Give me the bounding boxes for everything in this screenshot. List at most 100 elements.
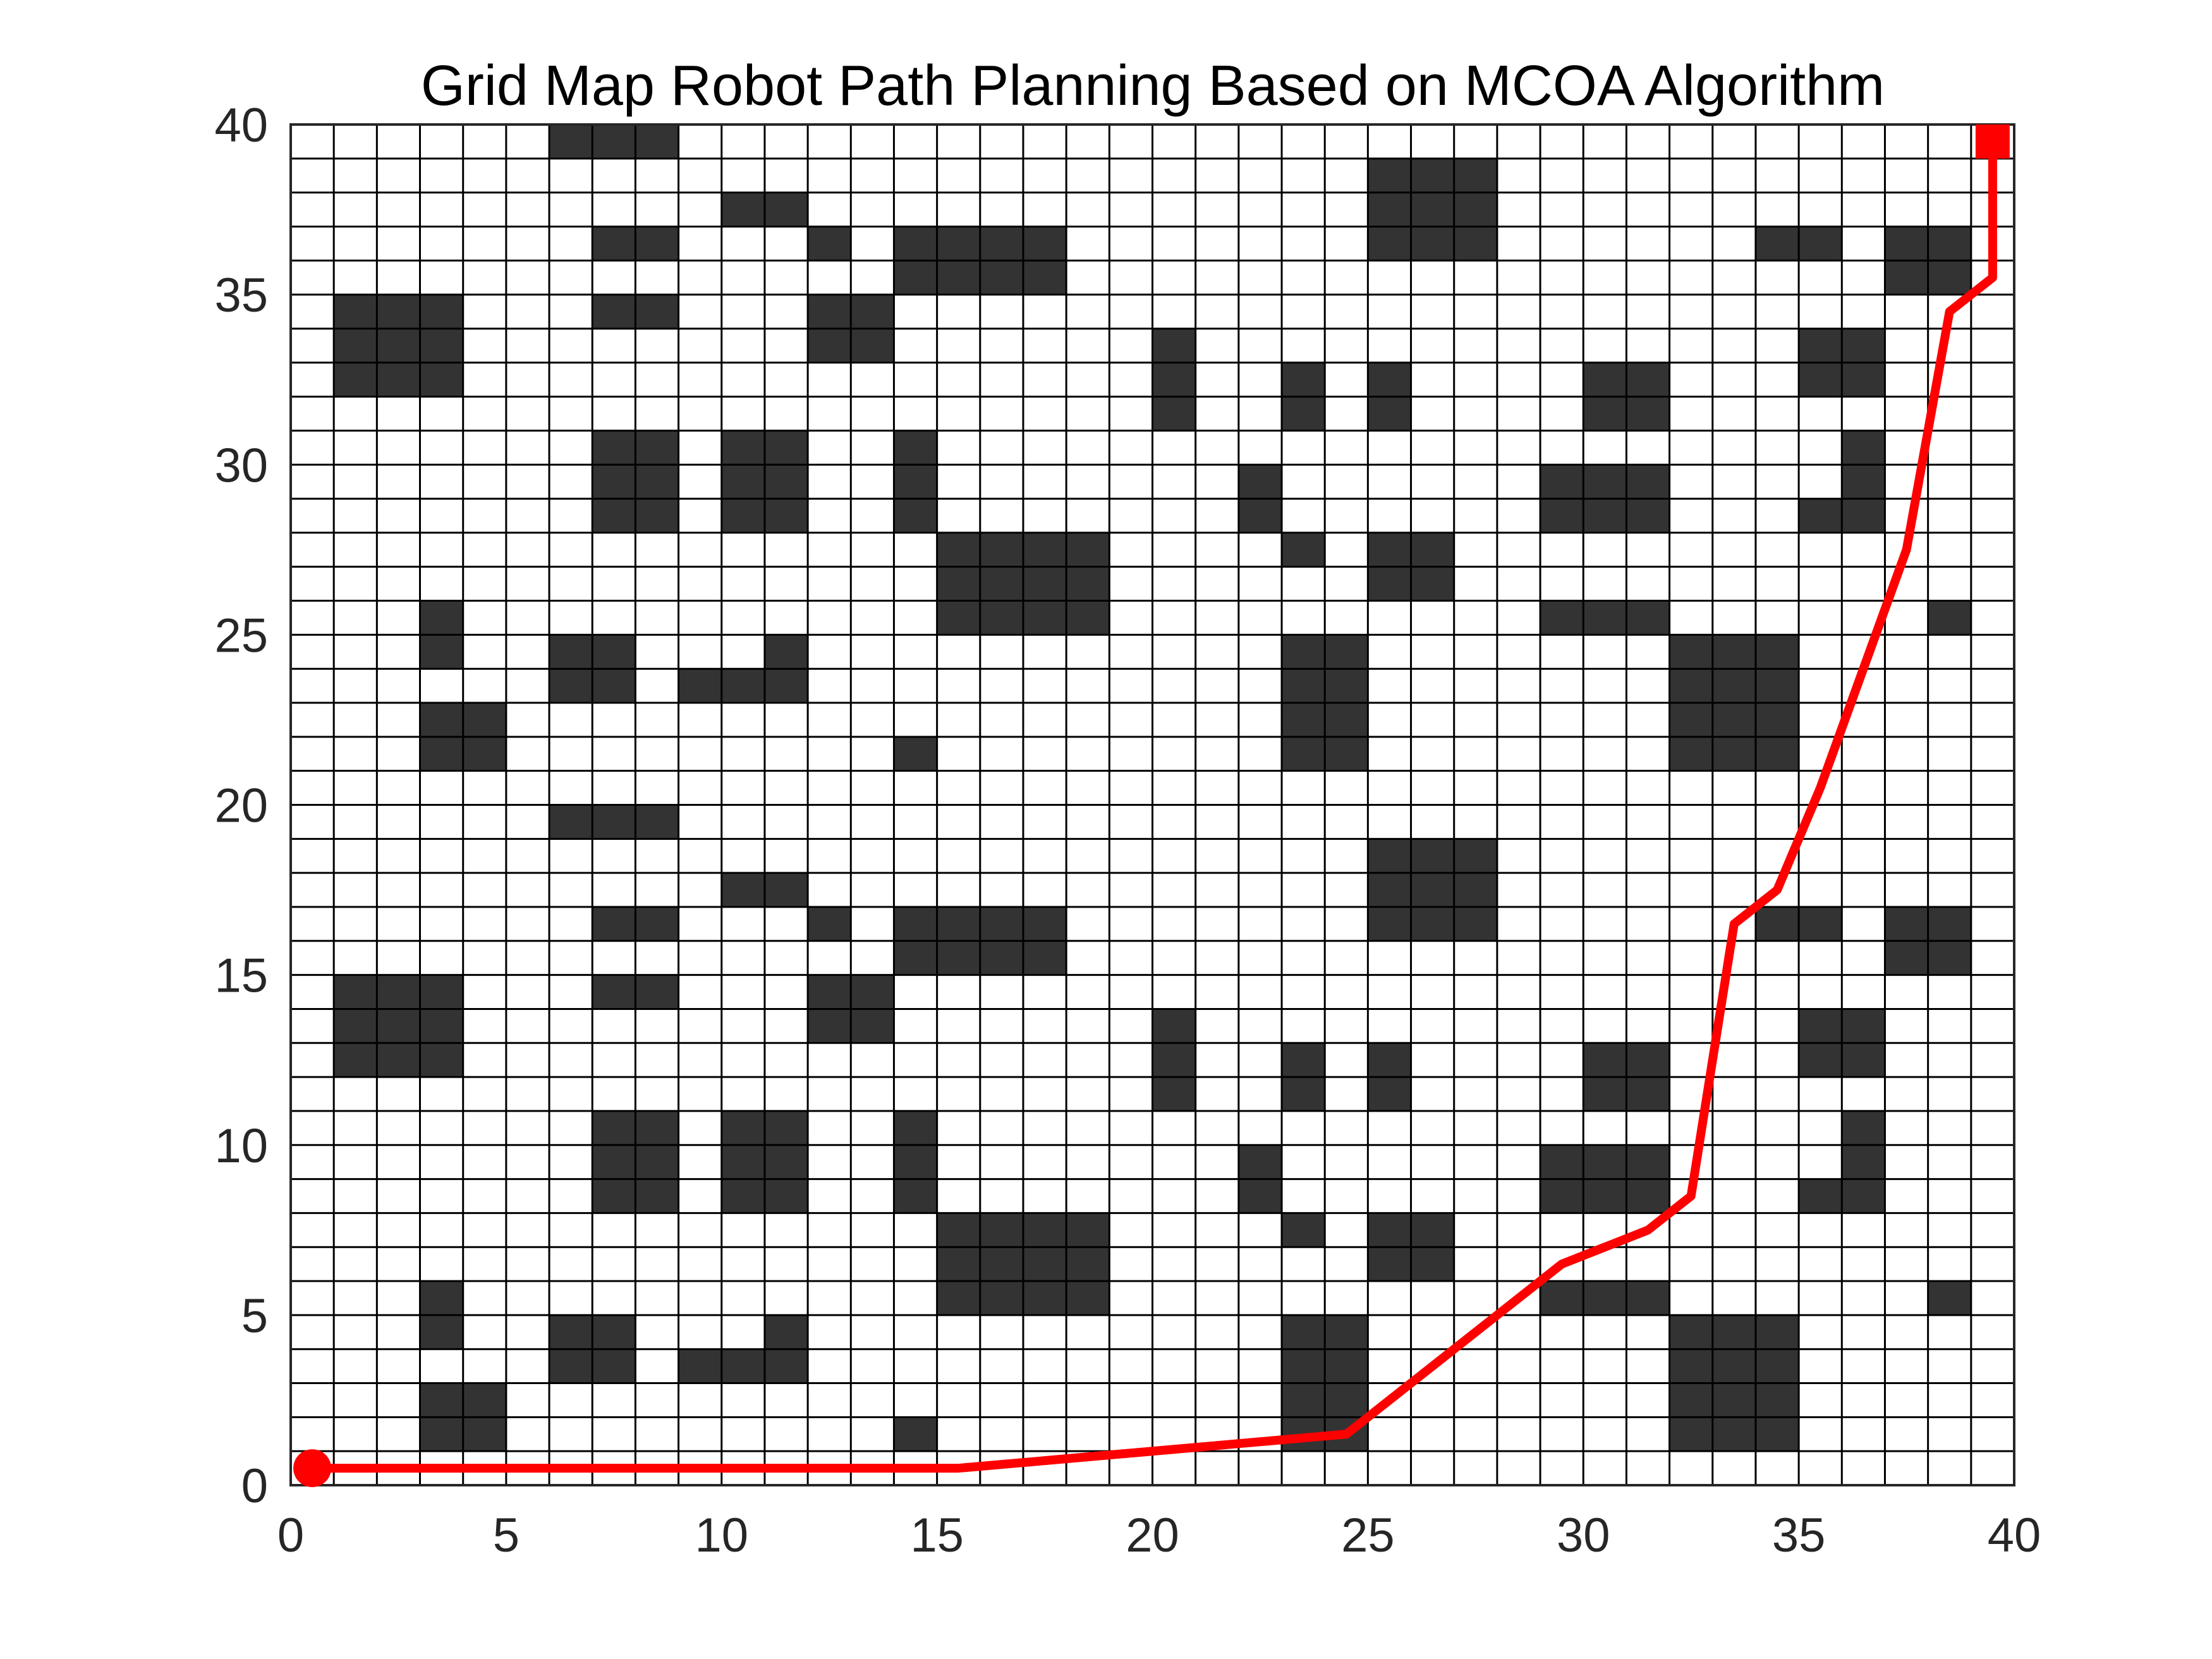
obstacle-cell [1023, 1247, 1067, 1282]
obstacle-cell [764, 669, 808, 703]
obstacle-cell [1411, 873, 1454, 907]
obstacle-cell [420, 1043, 463, 1078]
obstacle-cell [334, 328, 377, 363]
obstacle-cell [1152, 362, 1196, 397]
obstacle-cell [592, 1349, 636, 1383]
obstacle-cell [1626, 1077, 1670, 1111]
obstacle-cell [592, 805, 636, 839]
obstacle-cell [635, 1110, 679, 1145]
obstacle-cell [721, 430, 765, 465]
obstacle-cell [592, 1145, 636, 1179]
obstacle-cell [894, 226, 937, 261]
obstacle-cell [764, 1145, 808, 1179]
obstacle-cell [1540, 499, 1584, 533]
obstacle-cell [721, 873, 765, 907]
obstacle-cell [1282, 1213, 1325, 1248]
obstacle-cell [1282, 635, 1325, 669]
obstacle-cell [721, 1110, 765, 1145]
obstacle-cell [1885, 226, 1928, 261]
obstacle-cell [1626, 362, 1670, 397]
obstacle-cell [377, 975, 420, 1009]
obstacle-cell [980, 532, 1023, 567]
obstacle-cell [1669, 1417, 1713, 1452]
obstacle-cell [377, 1043, 420, 1078]
path-markers [293, 124, 2010, 1488]
obstacle-cell [1626, 499, 1670, 533]
obstacle-cell [1583, 600, 1627, 635]
grid-lines [289, 123, 2015, 1486]
obstacle-cell [1152, 396, 1196, 431]
obstacle-cell [721, 1145, 765, 1179]
obstacle-cell [1238, 499, 1282, 533]
obstacle-cell [808, 328, 851, 363]
obstacle-cell [1583, 465, 1627, 499]
obstacle-cell [592, 295, 636, 329]
obstacle-cell [1540, 465, 1584, 499]
obstacle-cell [377, 295, 420, 329]
obstacle-cell [1626, 1145, 1670, 1179]
obstacle-cell [1540, 1179, 1584, 1213]
obstacle-cell [592, 635, 636, 669]
y-tick-label: 15 [214, 949, 268, 1003]
chart-title: Grid Map Robot Path Planning Based on MC… [421, 54, 1885, 118]
obstacle-cell [1238, 1179, 1282, 1213]
obstacle-cell [635, 295, 679, 329]
obstacle-cell [1282, 1043, 1325, 1078]
obstacle-cell [1282, 1077, 1325, 1111]
obstacle-cell [635, 1145, 679, 1179]
obstacle-cell [1583, 1179, 1627, 1213]
obstacle-cell [1152, 328, 1196, 363]
obstacle-cell [764, 1110, 808, 1145]
obstacle-cell [549, 125, 593, 159]
obstacle-cell [894, 1145, 937, 1179]
obstacle-cell [1669, 1315, 1713, 1349]
obstacle-cell [635, 430, 679, 465]
obstacle-cell [592, 125, 636, 159]
obstacle-cell [1238, 465, 1282, 499]
obstacle-cell [1325, 635, 1368, 669]
obstacle-cell [1454, 226, 1497, 261]
obstacle-cell [980, 1247, 1023, 1282]
obstacle-cell [1152, 1077, 1196, 1111]
x-tick-label: 40 [1988, 1509, 2041, 1562]
obstacle-cell [1626, 1179, 1670, 1213]
obstacle-cell [1842, 430, 1885, 465]
obstacle-cell [1799, 499, 1842, 533]
obstacle-cell [894, 499, 937, 533]
obstacle-cell [1799, 1043, 1842, 1078]
x-tick-label: 5 [493, 1509, 520, 1562]
obstacle-cell [635, 975, 679, 1009]
y-tick-label: 40 [214, 99, 268, 152]
obstacle-cell [635, 499, 679, 533]
obstacle-cell [1842, 1179, 1885, 1213]
obstacle-cell [1454, 192, 1497, 227]
obstacle-cell [549, 669, 593, 703]
obstacle-cell [1368, 566, 1411, 601]
obstacle-cell [1023, 532, 1067, 567]
obstacle-cell [334, 362, 377, 397]
obstacle-cell [894, 736, 937, 771]
obstacle-cell [894, 1110, 937, 1145]
obstacle-cell [1411, 532, 1454, 567]
obstacle-cell [420, 635, 463, 669]
obstacle-cell [1669, 703, 1713, 737]
obstacle-cell [980, 906, 1023, 941]
obstacle-cell [1712, 1315, 1756, 1349]
obstacle-cell [764, 1315, 808, 1349]
obstacle-cell [1928, 1281, 1971, 1315]
obstacle-cell [1669, 1383, 1713, 1418]
obstacle-cell [1712, 1383, 1756, 1418]
obstacle-cell [1325, 736, 1368, 771]
obstacle-cell [334, 1009, 377, 1043]
robot-path-layer [308, 137, 1997, 1473]
obstacle-cell [463, 1383, 506, 1418]
x-tick-label: 0 [277, 1509, 304, 1562]
obstacle-cell [1066, 1281, 1110, 1315]
obstacle-cell [1583, 499, 1627, 533]
obstacle-cell [1540, 1281, 1584, 1315]
obstacle-cell [1282, 736, 1325, 771]
obstacle-cell [1583, 1043, 1627, 1078]
obstacle-cell [1928, 226, 1971, 261]
y-tick-label: 35 [214, 269, 268, 322]
x-tick-label: 35 [1772, 1509, 1826, 1562]
